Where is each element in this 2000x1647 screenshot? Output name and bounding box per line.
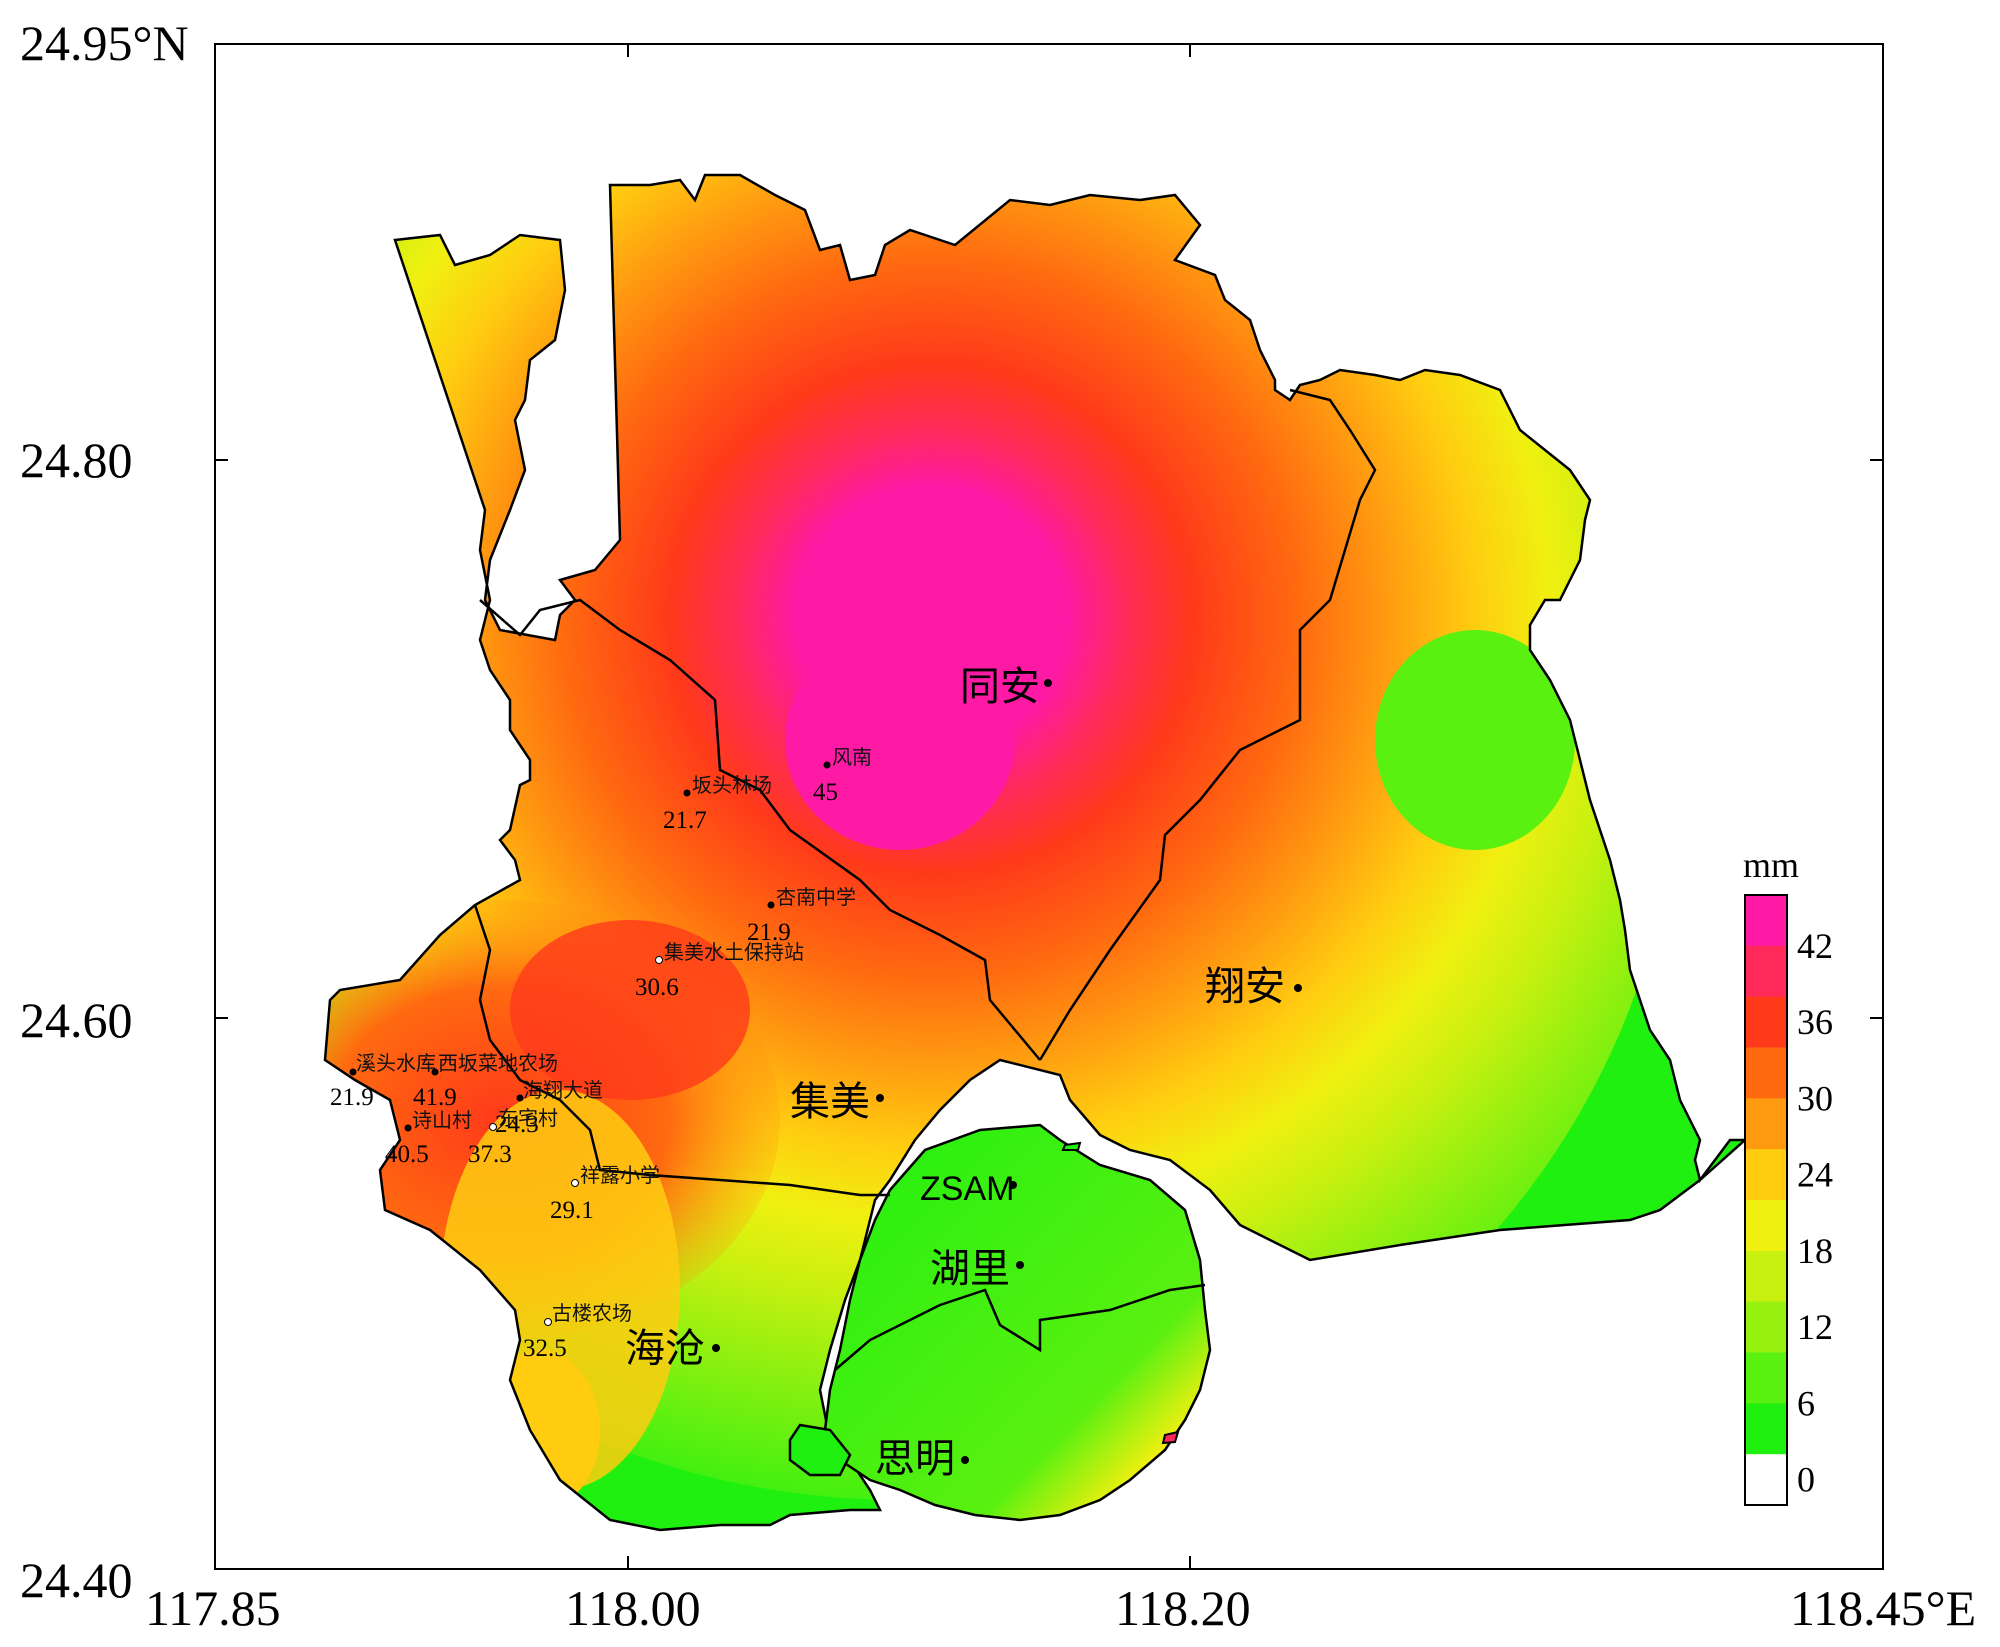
lat-label-40: 24.40 <box>20 1552 133 1608</box>
station-name: 西坂菜地农场 <box>438 1051 558 1075</box>
lon-label-118: 118.00 <box>565 1580 701 1636</box>
station-value: 32.5 <box>523 1335 567 1362</box>
district-siming: 思明 <box>875 1436 955 1482</box>
colorbar-tick-label: 36 <box>1797 1002 1833 1042</box>
colorbar-tick-label: 18 <box>1797 1231 1833 1271</box>
station-dot <box>544 1318 552 1326</box>
district-boundaries <box>473 388 1377 1371</box>
colorbar-unit: mm <box>1743 845 1799 885</box>
station-dot <box>404 1124 412 1132</box>
colorbar-swatch <box>1745 945 1787 998</box>
station-name: 风南 <box>832 745 872 769</box>
station-dot <box>683 789 691 797</box>
station-value: 41.9 <box>413 1084 457 1111</box>
axis-ticks <box>215 44 1883 1569</box>
colorbar-swatch <box>1745 895 1787 947</box>
station-value: 21.9 <box>747 919 791 946</box>
station-value: 45 <box>813 779 838 806</box>
lat-label-60: 24.60 <box>20 992 133 1048</box>
stations: 风南 45 坂头林场 21.7 杏南中学 21.9 集美水土保持站 30.6 溪… <box>330 745 872 1362</box>
colorbar-swatch <box>1745 1149 1787 1201</box>
colorbar-swatch <box>1745 1250 1787 1303</box>
colorbar-tick-label: 24 <box>1797 1155 1833 1195</box>
station-name: 东宅村 <box>498 1106 558 1130</box>
colorbar-swatch <box>1745 996 1787 1048</box>
station-name: 祥露小学 <box>580 1163 660 1187</box>
district-xiangan-dot <box>1294 984 1302 992</box>
station-value: 30.6 <box>635 974 679 1001</box>
district-zsam: ZSAM <box>920 1170 1014 1208</box>
lat-label-top: 24.95°N <box>20 15 189 71</box>
colorbar-tick-label: 6 <box>1797 1383 1815 1423</box>
colorbar-swatch <box>1745 1301 1787 1353</box>
lat-label-80: 24.80 <box>20 432 133 488</box>
district-haicang-dot <box>712 1344 720 1352</box>
colorbar-swatch <box>1745 1098 1787 1150</box>
colorbar-swatch <box>1745 1454 1787 1506</box>
district-jimei-dot <box>876 1094 884 1102</box>
station-dot <box>349 1068 357 1076</box>
colorbar-tick-label: 30 <box>1797 1078 1833 1118</box>
station-name: 溪头水库 <box>356 1051 436 1075</box>
lon-label-1182: 118.20 <box>1115 1580 1251 1636</box>
station-value: 37.3 <box>468 1141 512 1168</box>
colorbar-tick-label: 0 <box>1797 1460 1815 1500</box>
district-zsam-dot <box>1009 1181 1017 1189</box>
station-name: 杏南中学 <box>776 885 856 909</box>
station-dot <box>767 901 775 909</box>
station-name: 古楼农场 <box>552 1301 632 1325</box>
station-value: 29.1 <box>550 1197 594 1224</box>
station-dot <box>655 956 663 964</box>
station-value: 40.5 <box>385 1141 429 1168</box>
district-huli: 湖里 <box>930 1246 1010 1292</box>
station-value: 21.7 <box>663 807 707 834</box>
station-dot <box>516 1094 524 1102</box>
district-haicang: 海沧 <box>625 1326 705 1372</box>
station-value: 24.3 <box>495 1111 539 1138</box>
district-jimei: 集美 <box>790 1079 870 1125</box>
xiamen-island <box>788 1123 1212 1522</box>
station-name: 诗山村 <box>412 1108 472 1132</box>
station-name: 海翔大道 <box>523 1078 603 1102</box>
station-dot <box>489 1123 497 1131</box>
lon-label-left: 117.85 <box>145 1580 281 1636</box>
district-huli-dot <box>1016 1261 1024 1269</box>
station-name: 坂头林场 <box>692 773 772 797</box>
lon-label-right: 118.45°E <box>1790 1580 1976 1636</box>
colorbar-tick-label: 42 <box>1797 926 1833 966</box>
colorbar-frame <box>1744 894 1788 1506</box>
station-value: 21.9 <box>330 1084 374 1111</box>
lat-axis: 24.95°N 24.80 24.60 24.40 <box>20 15 189 1608</box>
colorbar: mm 42 36 30 24 18 12 6 0 <box>1743 845 1833 1506</box>
station-dot <box>431 1068 439 1076</box>
district-tongan: 同安 <box>960 664 1040 710</box>
colorbar-swatch <box>1745 1200 1787 1252</box>
district-siming-dot <box>961 1456 969 1464</box>
colorbar-swatch <box>1745 1352 1787 1404</box>
lon-axis: 117.85 118.00 118.20 118.45°E <box>145 1580 1976 1636</box>
district-tongan-dot <box>1044 679 1052 687</box>
station-name: 集美水土保持站 <box>664 940 804 964</box>
colorbar-swatch <box>1745 1403 1787 1455</box>
mainland-outline <box>323 173 1749 1532</box>
station-dot <box>823 761 831 769</box>
district-labels: 同安 翔安 集美 ZSAM 湖里 海沧 思明 <box>625 664 1302 1482</box>
district-xiangan: 翔安 <box>1205 964 1285 1010</box>
colorbar-tick-label: 12 <box>1797 1307 1833 1347</box>
colorbar-swatch <box>1745 1047 1787 1099</box>
station-dot <box>571 1179 579 1187</box>
